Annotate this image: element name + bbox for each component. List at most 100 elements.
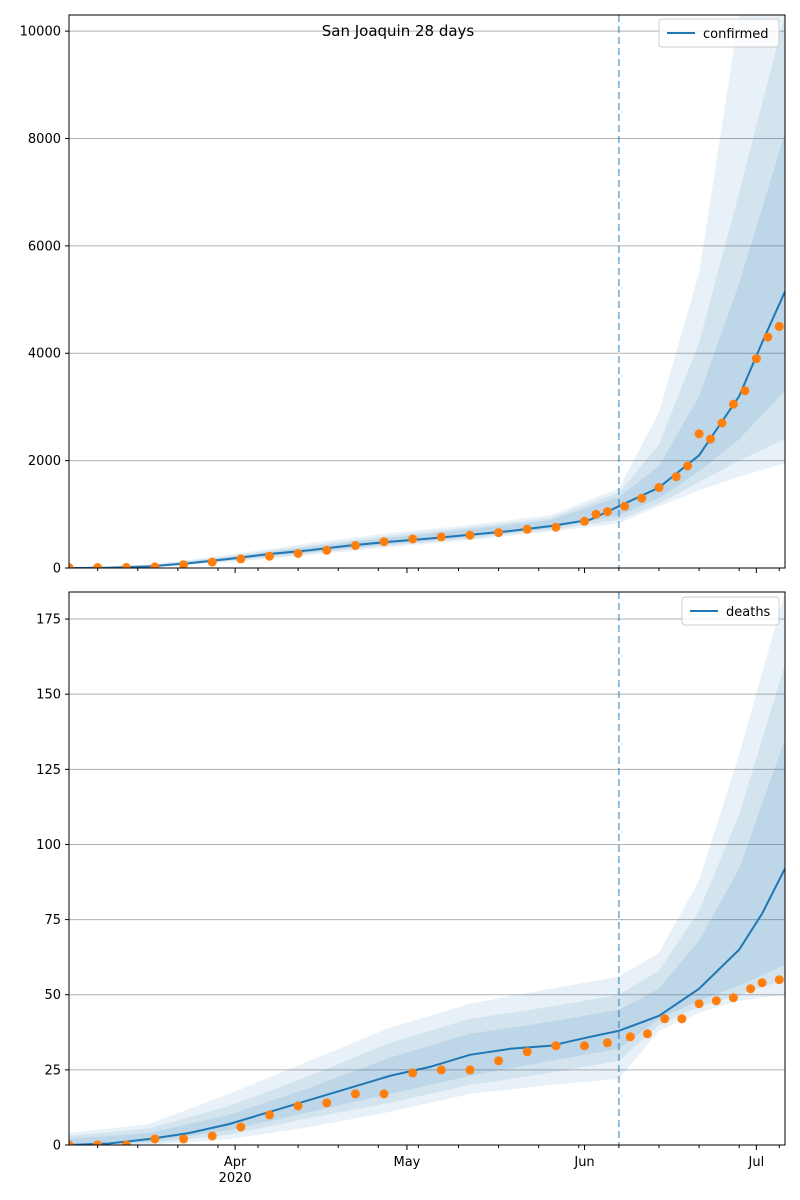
observed-point <box>379 537 389 547</box>
observed-point <box>660 1014 670 1024</box>
observed-point <box>740 386 750 396</box>
observed-point <box>350 1089 360 1099</box>
observed-point <box>671 472 681 482</box>
observed-point <box>436 532 446 542</box>
y-tick-label: 125 <box>36 763 61 778</box>
observed-point <box>379 1089 389 1099</box>
observed-point <box>728 399 738 409</box>
observed-point <box>711 996 721 1006</box>
observed-point <box>293 1101 303 1111</box>
observed-point <box>207 557 217 567</box>
legend-box <box>658 18 780 48</box>
observed-point <box>620 501 630 511</box>
axes-frame <box>68 591 786 1146</box>
observed-point <box>207 1131 217 1141</box>
x-tick-label: May <box>394 1155 421 1170</box>
observed-point <box>694 429 704 439</box>
legend: confirmed <box>658 18 780 48</box>
y-tick-label: 4000 <box>28 347 61 362</box>
observed-point <box>293 549 303 558</box>
x-tick-label: Jun <box>573 1155 594 1170</box>
y-tick-label: 50 <box>44 988 61 1003</box>
observed-point <box>150 562 160 568</box>
observed-point <box>408 534 418 544</box>
observed-point <box>322 545 332 555</box>
axes-frame <box>68 14 786 569</box>
observed-point <box>602 1038 612 1048</box>
x-tick-label: Jul <box>748 1155 765 1170</box>
y-tick-label: 100 <box>36 838 61 853</box>
observed-point <box>551 1041 561 1051</box>
observed-point <box>551 522 561 532</box>
observed-point <box>150 1134 160 1144</box>
y-tick-label: 175 <box>36 613 61 628</box>
plot-area <box>69 15 785 568</box>
observed-point <box>69 1140 74 1145</box>
observed-point <box>236 1122 246 1132</box>
observed-point <box>93 1140 103 1145</box>
observed-point <box>265 551 274 561</box>
observed-point <box>774 321 784 331</box>
observed-point <box>522 524 532 534</box>
legend: deaths <box>681 596 780 626</box>
observed-point <box>706 434 715 444</box>
observed-point <box>746 984 756 994</box>
observed-point <box>69 563 74 568</box>
observed-point <box>494 1056 504 1066</box>
x-tick-label: Apr <box>224 1155 247 1170</box>
observed-point <box>494 528 504 538</box>
observed-point <box>643 1029 652 1039</box>
observed-point <box>322 1098 332 1108</box>
observed-point <box>625 1032 635 1042</box>
y-tick-label: 2000 <box>28 454 61 469</box>
observed-point <box>717 418 727 428</box>
observed-point <box>465 530 475 540</box>
observed-point <box>121 563 131 568</box>
confirmed-panel: 0 2000 4000 6000 8000 10000 confirmed <box>20 14 786 577</box>
legend-label: deaths <box>726 605 771 620</box>
legend-label: confirmed <box>703 27 769 42</box>
y-tick-label: 10000 <box>20 25 61 40</box>
observed-point <box>121 1140 131 1145</box>
y-tick-label: 75 <box>44 913 61 928</box>
observed-point <box>694 999 704 1009</box>
observed-point <box>179 560 189 568</box>
observed-point <box>580 516 589 526</box>
figure-title: San Joaquin 28 days <box>322 22 475 40</box>
observed-point <box>580 1041 589 1051</box>
observed-point <box>179 1134 189 1144</box>
plot-area <box>69 592 785 1145</box>
observed-point <box>602 507 612 517</box>
y-tick-label: 150 <box>36 688 61 703</box>
observed-point <box>236 554 246 564</box>
observed-point <box>751 354 761 364</box>
observed-point <box>408 1068 418 1078</box>
observed-point <box>350 541 360 550</box>
uncertainty-band <box>69 592 785 1145</box>
observed-point <box>677 1014 687 1024</box>
uncertainty-band <box>69 664 785 1145</box>
observed-point <box>465 1065 475 1075</box>
y-tick-label: 8000 <box>28 132 61 147</box>
y-tick-label: 0 <box>53 562 61 577</box>
model-median-line <box>69 291 785 568</box>
observed-point <box>591 509 601 519</box>
observed-point <box>522 1047 532 1057</box>
y-tick-label: 6000 <box>28 239 61 254</box>
observed-point <box>757 978 767 988</box>
observed-point <box>683 461 693 471</box>
y-tick-label: 0 <box>53 1139 61 1154</box>
observed-point <box>93 563 103 568</box>
observed-point <box>654 483 664 492</box>
y-tick-label: 25 <box>44 1063 61 1078</box>
observed-point <box>265 1110 274 1120</box>
observed-point <box>637 493 647 503</box>
observed-point <box>774 975 784 985</box>
observed-point <box>763 332 773 342</box>
model-median-line <box>69 868 785 1145</box>
x-tick-sublabel: 2020 <box>219 1171 252 1186</box>
observed-point <box>436 1065 446 1075</box>
